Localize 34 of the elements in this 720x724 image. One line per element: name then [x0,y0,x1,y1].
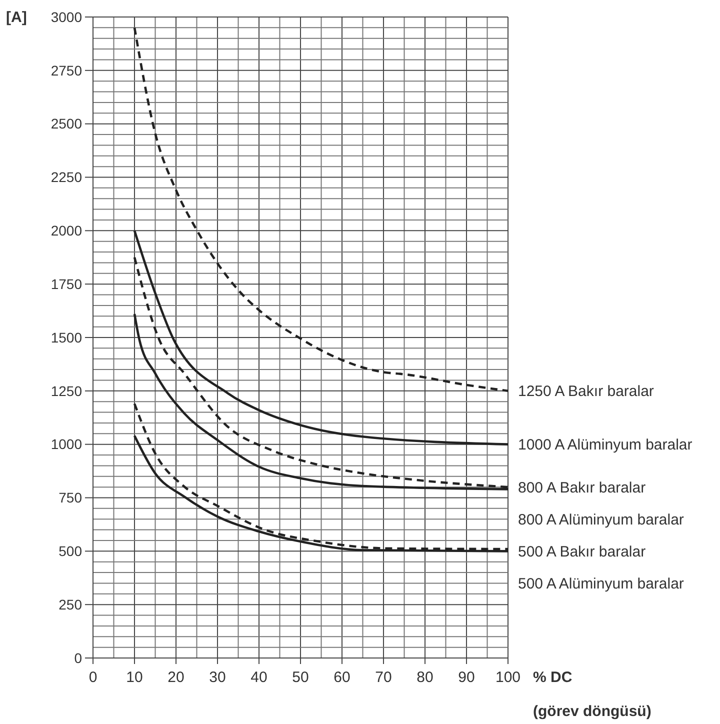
x-tick-label: 10 [126,669,143,686]
y-tick-label: 1000 [50,436,82,452]
series-label: 800 A Bakır baralar [518,479,646,496]
x-tick-label: 50 [292,669,309,686]
y-tick-label: 2000 [50,222,82,239]
x-tick-label: 30 [209,669,226,686]
series-label: 500 A Bakır baralar [518,543,646,560]
x-tick-label: 70 [375,669,392,686]
line-series [133,26,510,392]
x-axis-title: % DC (görev döngüsü) [533,669,652,720]
y-tick-label: 0 [74,650,82,666]
x-tick-label: 40 [250,669,268,686]
y-tick-label: 1750 [50,276,82,292]
x-tick-label: 0 [88,669,98,686]
y-tick-label: 2500 [50,116,82,132]
series-label: 500 A Alüminyum baralar [518,575,684,592]
y-tick-label: 2750 [50,62,82,78]
series-label: 800 A Alüminyum baralar [518,511,684,528]
x-tick-label: 60 [334,669,350,686]
y-tick-label: 500 [58,543,82,560]
y-tick-label: 2250 [50,169,82,186]
y-axis-title: [A] [6,9,27,26]
x-tick-label: 20 [168,669,184,686]
y-tick-label: 1500 [50,329,82,346]
x-tick-label: 80 [416,669,434,686]
y-tick-label: 1250 [50,382,82,399]
line-series [133,230,510,446]
series-label: 1000 A Alüminyum baralar [518,436,692,454]
series-label: 1250 A Bakır baralar [518,383,654,400]
x-tick-label: 100 [495,669,521,686]
y-tick-label: 750 [58,490,82,506]
y-tick-label: 3000 [50,8,82,25]
x-tick-label: 90 [458,669,475,686]
y-tick-label: 250 [58,596,82,612]
